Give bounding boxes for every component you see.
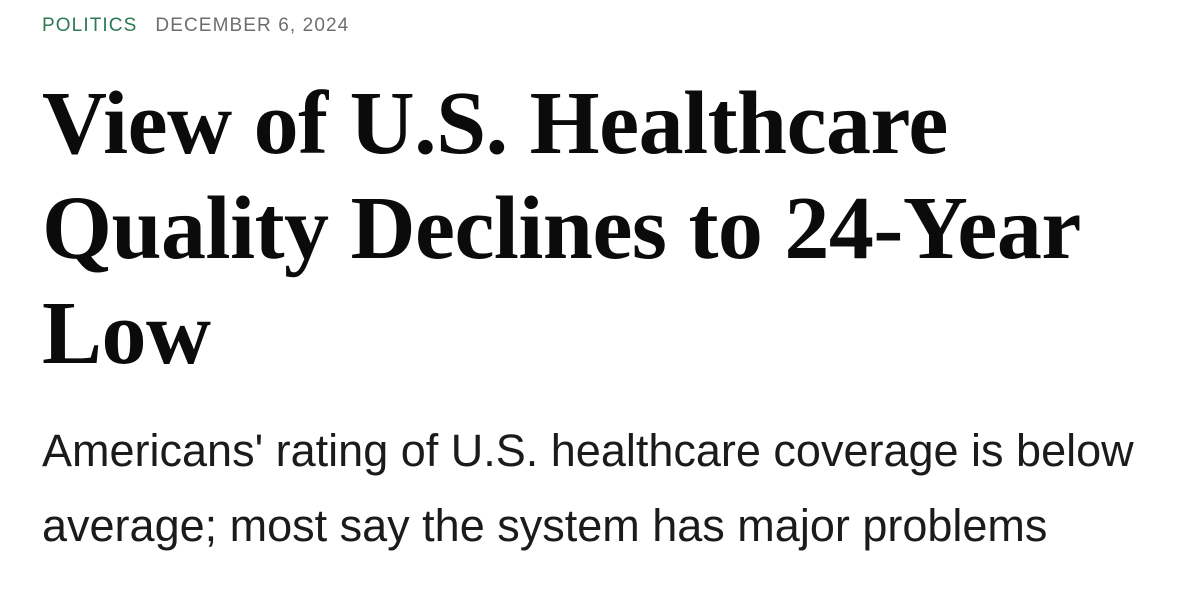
publish-date: DECEMBER 6, 2024 [155, 15, 350, 36]
category-link[interactable]: POLITICS [42, 15, 138, 36]
headline: View of U.S. Healthcare Quality Declines… [42, 74, 1080, 383]
article-header: POLITICS DECEMBER 6, 2024 View of U.S. H… [42, 14, 1158, 563]
subtitle: Americans' rating of U.S. healthcare cov… [42, 425, 1134, 551]
kicker: POLITICS DECEMBER 6, 2024 [42, 14, 1158, 38]
